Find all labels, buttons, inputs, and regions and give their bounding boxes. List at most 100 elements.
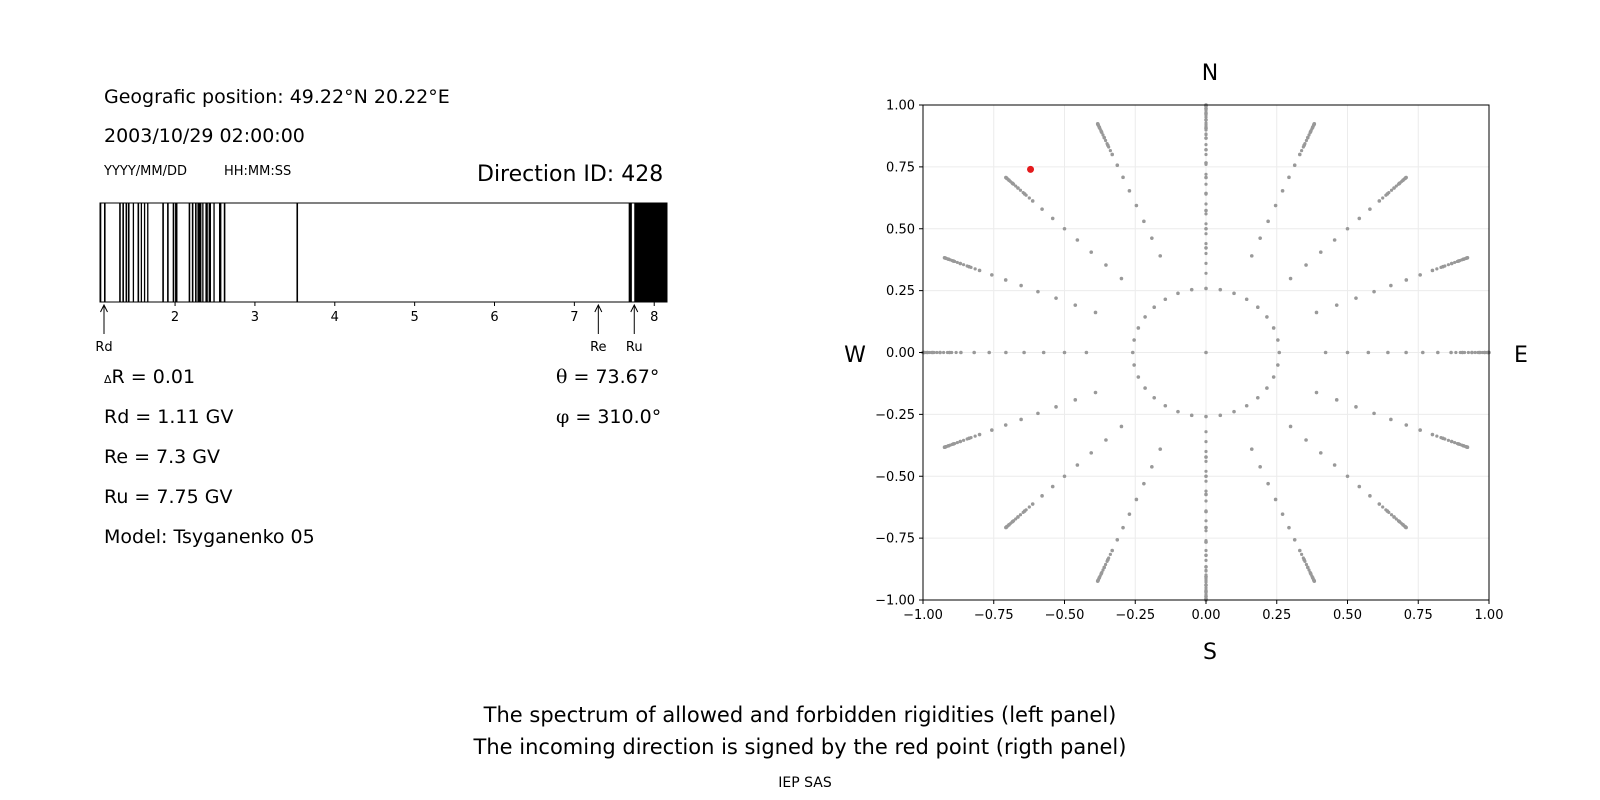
spectrum-tick-label: 5 — [411, 310, 419, 325]
direction-point — [1204, 222, 1208, 226]
direction-point — [1435, 434, 1439, 438]
direction-point — [1232, 409, 1236, 414]
forbidden-band — [296, 203, 299, 302]
direction-point — [1204, 286, 1208, 291]
direction-point — [1204, 525, 1208, 530]
direction-point — [955, 440, 959, 445]
direction-point — [1392, 186, 1396, 190]
marker-rd: Rd — [95, 303, 113, 355]
spectrum-tick-label: 3 — [251, 310, 259, 325]
direction-point — [1030, 502, 1035, 506]
direction-point — [1204, 350, 1208, 355]
direction-point — [1288, 424, 1293, 429]
direction-point — [1314, 390, 1319, 395]
direction-point — [1301, 556, 1305, 560]
forbidden-band — [213, 203, 215, 302]
forbidden-band — [119, 203, 121, 302]
direction-point — [1204, 202, 1208, 206]
direction-point — [1357, 484, 1362, 489]
spectrum-tick-label: 2 — [171, 310, 179, 325]
direction-point — [961, 263, 966, 267]
forbidden-band — [218, 203, 222, 302]
direction-point — [1204, 553, 1208, 558]
direction-point — [1446, 263, 1451, 267]
direction-point — [1163, 297, 1168, 302]
direction-point — [1189, 287, 1194, 292]
direction-point — [973, 267, 977, 271]
direction-point — [1204, 208, 1208, 213]
direction-point — [1021, 510, 1025, 514]
direction-point — [1443, 264, 1447, 268]
delta-r-text: R = 0.01 — [111, 366, 196, 388]
direction-point — [1075, 463, 1080, 467]
direction-point — [1108, 149, 1112, 153]
direction-point — [1334, 303, 1339, 307]
direction-point — [1277, 350, 1282, 355]
direction-point — [1204, 578, 1208, 582]
direction-point — [1470, 350, 1474, 355]
direction-point — [1386, 350, 1390, 355]
direction-point — [1439, 436, 1443, 440]
direction-point — [1093, 390, 1098, 395]
direction-point — [987, 350, 992, 355]
direction-point — [1301, 145, 1305, 149]
direction-point — [973, 434, 977, 438]
direction-point — [1062, 226, 1067, 231]
direction-point — [1204, 558, 1208, 563]
direction-point — [1040, 494, 1044, 498]
direction-point — [1003, 423, 1008, 427]
compass-south-label: S — [1203, 640, 1217, 665]
direction-point — [1304, 438, 1308, 442]
direction-point — [1003, 278, 1008, 282]
delta-r-value: ΔR = 0.01 — [104, 366, 195, 388]
direction-point — [1389, 283, 1393, 288]
direction-point — [1204, 242, 1208, 246]
direction-point — [1304, 562, 1309, 567]
direction-point — [1204, 261, 1208, 265]
direction-point — [1404, 423, 1409, 427]
direction-point — [977, 268, 982, 273]
phi-value: φ = 310.0° — [556, 406, 661, 428]
direction-point — [1323, 350, 1328, 355]
x-tick-label: 1.00 — [1475, 608, 1504, 623]
direction-point — [1108, 552, 1112, 556]
direction-point — [1103, 138, 1108, 143]
date-format-label: YYYY/MM/DD — [104, 164, 187, 179]
direction-point — [1062, 474, 1067, 479]
direction-point — [1265, 386, 1269, 390]
direction-point — [990, 273, 994, 277]
direction-point — [1142, 219, 1146, 224]
direction-point — [959, 350, 963, 355]
direction-point — [1204, 192, 1208, 196]
direction-point — [1018, 513, 1023, 517]
direction-point — [1297, 152, 1302, 157]
direction-point — [1143, 315, 1147, 319]
direction-point — [1453, 440, 1457, 445]
direction-point — [1204, 469, 1208, 473]
direction-point — [1384, 508, 1388, 512]
direction-point — [1280, 189, 1285, 193]
direction-point — [1389, 513, 1394, 517]
forbidden-band — [172, 203, 175, 302]
direction-point — [1266, 219, 1270, 224]
direction-point — [1292, 163, 1297, 167]
y-tick-label: −0.50 — [875, 470, 915, 485]
direction-point — [1018, 188, 1023, 192]
direction-point — [1318, 451, 1323, 455]
spectrum-tick-label: 8 — [650, 310, 658, 325]
marker-arrowhead — [630, 303, 639, 313]
direction-point — [1332, 463, 1337, 467]
direction-point — [1450, 439, 1454, 444]
direction-point — [1119, 424, 1124, 429]
direction-point — [1271, 375, 1276, 379]
direction-point — [1103, 562, 1108, 567]
direction-point — [1204, 212, 1208, 216]
direction-point — [1024, 508, 1028, 512]
direction-point — [935, 350, 939, 355]
direction-point — [1024, 193, 1028, 197]
direction-plot: −1.00 −0.75 −0.50 −0.25 0.00 0.25 0.50 0.75 1.00… — [844, 61, 1528, 665]
direction-point — [1430, 432, 1435, 437]
direction-point — [1136, 326, 1141, 330]
direction-point — [1255, 395, 1260, 400]
